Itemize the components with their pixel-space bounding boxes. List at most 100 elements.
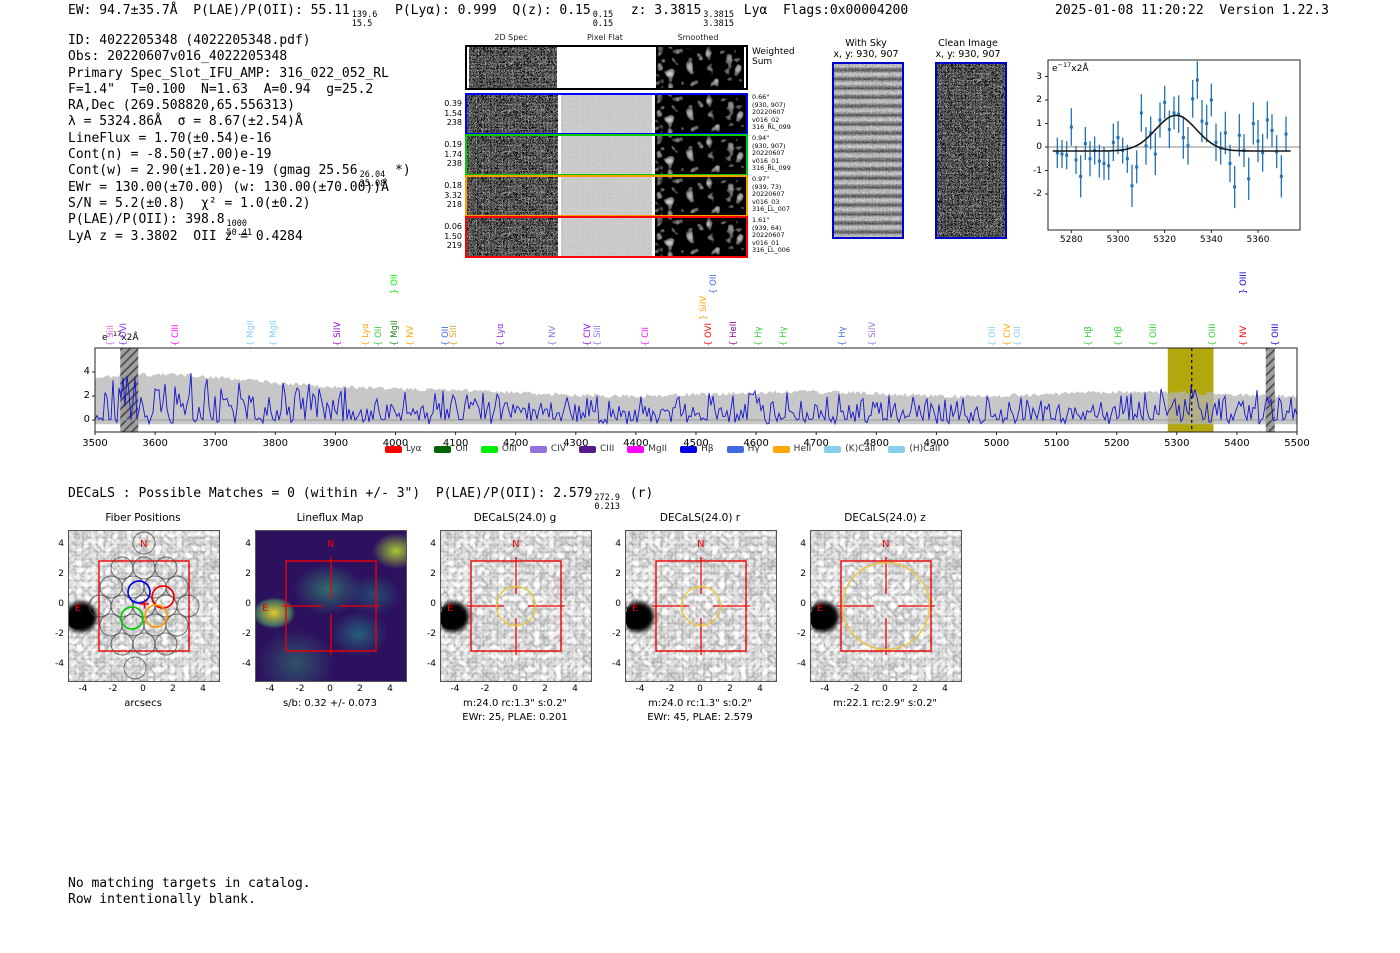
legend-label: (K)CaII	[845, 444, 876, 454]
x-tick-label: 4800	[863, 438, 890, 449]
panel-overlay: NE	[441, 539, 565, 655]
dark-source-core	[811, 609, 829, 629]
stacked-fraction: 272.9 0.213	[594, 493, 620, 512]
emission-line-label: { OIII	[1207, 323, 1218, 346]
data-point	[1284, 132, 1288, 136]
extraction-box	[98, 560, 190, 652]
x-tick-label: -2	[108, 684, 118, 694]
noise-image	[937, 64, 1005, 237]
text-segment: RA,Dec (269.508820,65.556313)	[68, 98, 295, 114]
x-tick-label: 5200	[1103, 438, 1130, 449]
x-tick-label: 4700	[803, 438, 829, 449]
fiber-circle-green	[120, 606, 144, 630]
aperture-circle	[680, 585, 722, 627]
y-tick-label: 4	[430, 539, 436, 549]
legend-swatch	[726, 445, 744, 453]
x-tick-label: 0	[140, 684, 146, 694]
decals-header: DECaLS : Possible Matches = 0 (within +/…	[68, 486, 653, 511]
x-tick-label: -2	[480, 684, 490, 694]
detection-info-block: ID: 4022205348 (4022205348.pdf) Obs: 2022…	[68, 33, 411, 245]
cutout-smoothed-image	[655, 136, 746, 174]
legend-swatch	[434, 445, 452, 453]
x-tick-label: 3600	[142, 438, 168, 449]
y-tick-label: -4	[55, 659, 64, 669]
x-tick-label: 4	[387, 684, 393, 694]
panel-title: Fiber Positions	[105, 512, 181, 524]
x-tick-label: -4	[265, 684, 275, 694]
data-point	[1191, 97, 1195, 101]
fiber-circle	[176, 594, 200, 618]
compass-e: E	[447, 603, 453, 614]
noise-image	[561, 218, 652, 256]
text-segment: LineFlux = 1.70(±0.54)e-16	[68, 130, 272, 146]
text-segment: z: 3.3815	[615, 3, 702, 18]
data-point	[1195, 78, 1199, 82]
x-tick-label: -4	[820, 684, 830, 694]
x-tick-label: 3800	[262, 438, 289, 449]
data-point	[1167, 127, 1171, 131]
footer-line-1: No matching targets in catalog.	[68, 876, 311, 891]
x-tick-label: 2	[542, 684, 548, 694]
data-point	[1060, 152, 1064, 156]
data-point	[1149, 131, 1153, 135]
line-fit-svg	[1045, 59, 1301, 233]
legend-label: Hβ	[701, 444, 714, 454]
fiber-circle	[132, 632, 156, 656]
x-tick-label: 4900	[923, 438, 950, 449]
compass-n: N	[882, 539, 889, 550]
timestamp-version: 2025-01-08 11:20:22 Version 1.22.3	[1055, 3, 1329, 18]
target-cross	[140, 599, 149, 609]
x-tick-label: 5360	[1246, 235, 1270, 245]
clean-image	[935, 62, 1007, 239]
info-line: LyA z = 3.3802 OII z = 0.4284	[68, 229, 411, 245]
emission-line-label: { SiII	[449, 325, 460, 346]
x-tick-label: 5300	[1164, 438, 1190, 449]
decals-panel-row: Fiber Positions N E -4 -4 -2 -2 0 0 2 2 4 4 arcsecs Li…	[0, 510, 1400, 745]
text-segment: DECaLS : Possible Matches = 0 (within +/…	[68, 486, 593, 501]
compass-n: N	[140, 539, 147, 550]
cutout-col-header-2dspec: 2D Spec	[494, 33, 528, 42]
panel-overlay: NE	[262, 539, 380, 655]
data-point	[1233, 185, 1237, 189]
sky-noise-overlay	[834, 64, 902, 237]
noise-image	[469, 47, 557, 88]
legend-label: CIV	[550, 444, 567, 454]
emission-line-label: { CIV	[1002, 323, 1013, 346]
cutout-smoothed-image	[655, 95, 746, 133]
legend-label: OIII	[501, 444, 517, 454]
emission-line-label: { MgII	[246, 320, 257, 346]
y-tick-label: -2	[797, 629, 806, 639]
x-tick-label: 5300	[1106, 235, 1130, 245]
x-tick-label: -2	[665, 684, 675, 694]
y-tick-label: 1	[1036, 118, 1042, 129]
noise-image	[561, 177, 652, 215]
panel-title: Lineflux Map	[296, 512, 364, 524]
panel-caption: m:24.0 rc:1.3" s:0.2"	[462, 698, 568, 709]
cutout-right-labels: 0.66" (930, 907) 20220607 v016_02 316_RL_099	[752, 93, 791, 132]
info-line: F=1.4" T=0.100 N=1.63 A=0.94 g=25.2	[68, 82, 411, 98]
fiber-circle	[132, 556, 156, 580]
data-point	[1177, 112, 1181, 116]
compass-e: E	[262, 603, 268, 614]
dark-source-core	[626, 609, 644, 629]
aperture-circle	[841, 561, 931, 651]
stacked-fraction: 26.04 25.08	[359, 170, 386, 189]
y-tick-label: 0	[245, 599, 251, 609]
fiber-circle	[165, 613, 189, 637]
data-point	[1102, 161, 1106, 165]
spectrum-legend: Lyα OII OIII CIV CIII MgII Hβ Hγ HeII (K)CaII (H)C…	[385, 444, 940, 454]
noise-image	[441, 531, 591, 681]
cutout-right-labels: 1.61" (939, 64) 20220607 v016_01 316_LL_006	[752, 216, 790, 255]
cutout-pixelflat-image	[561, 95, 652, 133]
data-point	[1125, 157, 1129, 161]
clean-image-title: Clean Image x, y: 930, 907	[935, 38, 1001, 60]
plot-border	[1047, 59, 1301, 231]
data-point	[1265, 118, 1269, 122]
x-tick-label: 4200	[502, 438, 529, 449]
fiber-circle-blue	[127, 580, 151, 604]
x-tick-label: 5400	[1224, 438, 1250, 449]
noise-image	[656, 47, 744, 88]
legend-label: MgII	[648, 444, 668, 454]
data-point	[1214, 140, 1218, 144]
